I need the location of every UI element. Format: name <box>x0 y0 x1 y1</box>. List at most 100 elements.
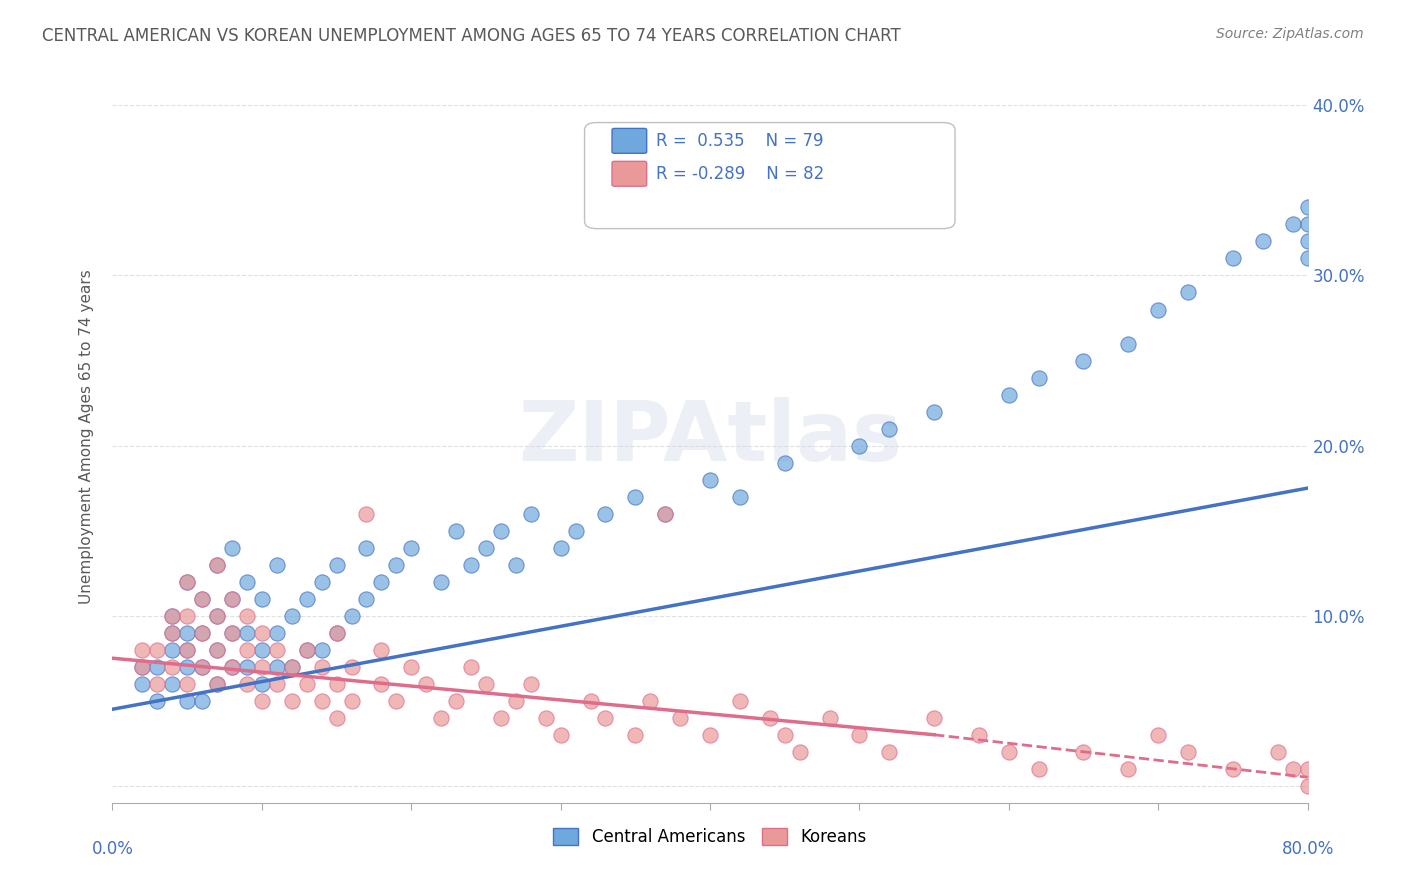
Koreans <box>250 694 273 708</box>
Koreans <box>579 694 602 708</box>
Central Americans <box>205 558 228 572</box>
Central Americans <box>1296 218 1319 232</box>
Koreans <box>759 711 782 725</box>
Koreans <box>221 659 243 673</box>
Koreans <box>162 659 183 673</box>
Central Americans <box>401 541 423 555</box>
Central Americans <box>1118 336 1140 351</box>
Central Americans <box>1296 201 1319 215</box>
Central Americans <box>654 507 676 521</box>
Koreans <box>131 642 153 657</box>
Koreans <box>325 677 347 691</box>
Central Americans <box>191 625 214 640</box>
Koreans <box>325 625 347 640</box>
Central Americans <box>131 659 153 673</box>
Koreans <box>281 659 304 673</box>
Central Americans <box>281 659 304 673</box>
Koreans <box>236 642 259 657</box>
Central Americans <box>176 659 198 673</box>
Koreans <box>818 711 841 725</box>
Central Americans <box>922 404 945 418</box>
Central Americans <box>221 625 243 640</box>
Text: ZIPAtlas: ZIPAtlas <box>517 397 903 477</box>
Koreans <box>475 677 498 691</box>
Central Americans <box>489 524 512 538</box>
Koreans <box>1267 745 1289 759</box>
Koreans <box>176 608 198 623</box>
Central Americans <box>325 558 347 572</box>
Central Americans <box>266 625 288 640</box>
Koreans <box>669 711 692 725</box>
Central Americans <box>205 642 228 657</box>
Central Americans <box>879 421 901 435</box>
Central Americans <box>505 558 527 572</box>
Koreans <box>1028 762 1050 776</box>
Text: Source: ZipAtlas.com: Source: ZipAtlas.com <box>1216 27 1364 41</box>
Koreans <box>624 728 647 742</box>
Central Americans <box>1251 235 1274 249</box>
Central Americans <box>550 541 572 555</box>
Central Americans <box>1028 370 1050 384</box>
Koreans <box>1222 762 1244 776</box>
Central Americans <box>236 659 259 673</box>
FancyBboxPatch shape <box>612 161 647 186</box>
Central Americans <box>340 608 363 623</box>
Central Americans <box>176 625 198 640</box>
Koreans <box>191 659 214 673</box>
Koreans <box>699 728 721 742</box>
Legend: Central Americans, Koreans: Central Americans, Koreans <box>547 822 873 853</box>
Koreans <box>430 711 453 725</box>
Koreans <box>550 728 572 742</box>
Central Americans <box>1073 353 1095 368</box>
Koreans <box>640 694 662 708</box>
Koreans <box>370 677 392 691</box>
Koreans <box>340 694 363 708</box>
Central Americans <box>131 677 153 691</box>
Koreans <box>191 625 214 640</box>
Central Americans <box>475 541 498 555</box>
Central Americans <box>356 541 378 555</box>
Koreans <box>205 642 228 657</box>
Koreans <box>205 677 228 691</box>
Text: CENTRAL AMERICAN VS KOREAN UNEMPLOYMENT AMONG AGES 65 TO 74 YEARS CORRELATION CH: CENTRAL AMERICAN VS KOREAN UNEMPLOYMENT … <box>42 27 901 45</box>
Central Americans <box>191 591 214 606</box>
Koreans <box>162 608 183 623</box>
Koreans <box>401 659 423 673</box>
Koreans <box>266 677 288 691</box>
Central Americans <box>444 524 467 538</box>
Central Americans <box>370 574 392 589</box>
Koreans <box>1177 745 1199 759</box>
Koreans <box>236 677 259 691</box>
Central Americans <box>595 507 617 521</box>
Koreans <box>489 711 512 725</box>
Y-axis label: Unemployment Among Ages 65 to 74 years: Unemployment Among Ages 65 to 74 years <box>79 269 94 605</box>
Central Americans <box>162 642 183 657</box>
Central Americans <box>236 625 259 640</box>
Central Americans <box>1281 218 1303 232</box>
Central Americans <box>311 574 333 589</box>
Central Americans <box>281 608 304 623</box>
Central Americans <box>162 677 183 691</box>
Central Americans <box>205 608 228 623</box>
Koreans <box>325 711 347 725</box>
Koreans <box>162 625 183 640</box>
Koreans <box>505 694 527 708</box>
Koreans <box>460 659 482 673</box>
Central Americans <box>356 591 378 606</box>
Central Americans <box>250 677 273 691</box>
Koreans <box>534 711 557 725</box>
Central Americans <box>1147 302 1170 317</box>
Koreans <box>1296 779 1319 793</box>
Koreans <box>370 642 392 657</box>
Koreans <box>205 608 228 623</box>
Koreans <box>176 677 198 691</box>
Central Americans <box>221 541 243 555</box>
Koreans <box>356 507 378 521</box>
Koreans <box>520 677 543 691</box>
Koreans <box>250 625 273 640</box>
Central Americans <box>325 625 347 640</box>
Koreans <box>654 507 676 521</box>
Koreans <box>146 677 169 691</box>
Central Americans <box>221 659 243 673</box>
Central Americans <box>998 387 1021 401</box>
